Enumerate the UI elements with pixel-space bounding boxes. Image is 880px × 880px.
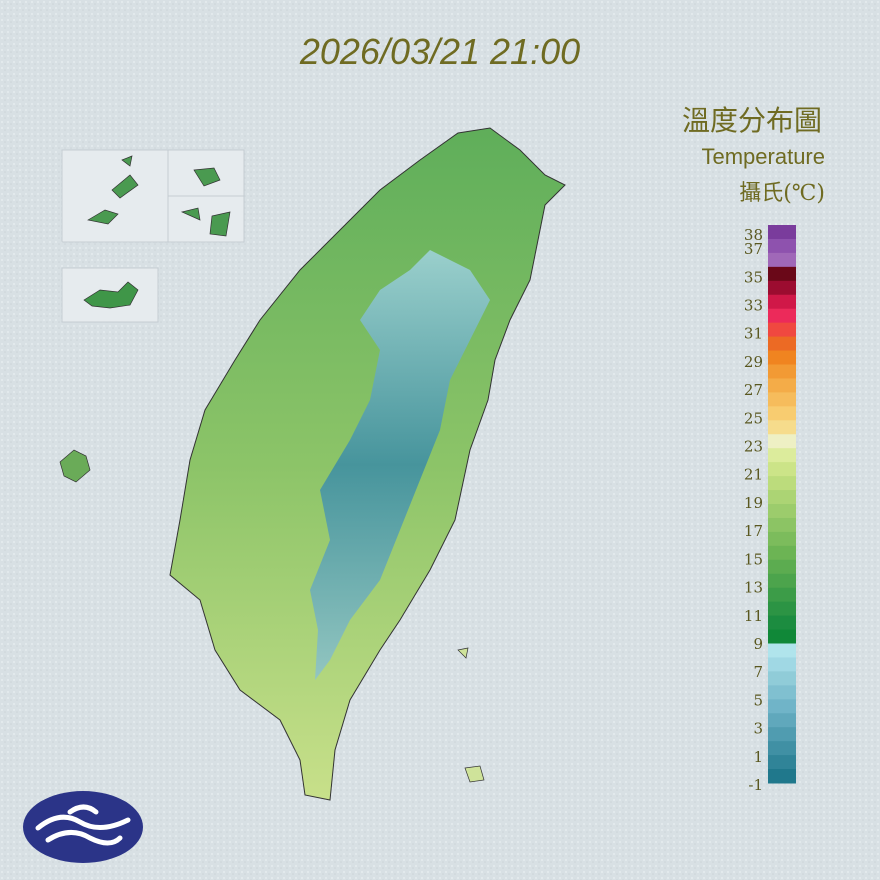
legend-label: 23 [744,438,763,456]
legend-swatch [768,727,796,742]
legend-swatch [768,531,796,547]
inset-island [83,281,139,309]
inset-islands [87,155,231,237]
penghu [59,449,91,483]
legend-label: 9 [753,635,763,653]
legend-swatch [768,252,796,268]
legend-swatch [768,476,796,491]
legend-unit: 攝氏(℃) [739,181,825,206]
legend-label: 15 [744,550,763,568]
legend-swatch [768,490,796,505]
legend-label: 3 [753,720,763,738]
logo [23,791,143,863]
legend-label: 21 [744,466,763,484]
legend-label: 13 [744,579,763,597]
legend-swatch [768,643,796,658]
mountains [310,250,490,680]
legend-swatch [768,448,796,463]
legend-label: 27 [744,381,763,399]
legend-swatch [768,601,796,617]
legend-swatch [768,238,796,254]
islets [457,647,485,783]
timestamp: 2026/03/21 21:00 [299,31,580,72]
legend-swatch [768,350,796,365]
legend-label: 25 [744,409,763,427]
legend-swatch [768,545,796,561]
legend-swatch [768,266,796,282]
legend-swatch [768,769,796,784]
legend-swatch [768,573,796,589]
legend-swatch [768,294,796,310]
legend-label: 35 [744,268,763,286]
legend-label: 17 [744,522,763,540]
legend-swatch [768,378,796,393]
legend-swatch [768,336,796,352]
legend-swatch [768,392,796,407]
legend-swatch [768,364,796,379]
legend-swatch [768,755,796,770]
legend-swatch [768,280,796,296]
legend-swatch [768,434,796,449]
legend-swatch [768,657,796,672]
legend-swatch [768,629,796,644]
legend-label: 29 [744,353,763,371]
legend-label: 31 [744,325,763,343]
legend-swatch [768,699,796,714]
legend-swatch [768,406,796,421]
legend-swatch [768,462,796,477]
legend-swatch [768,225,796,240]
legend-title: 溫度分布圖 [682,104,822,137]
legend-swatch [768,517,796,533]
legend-label: 11 [744,607,763,625]
legend-label: 7 [753,663,763,681]
legend-label: 38 [744,226,763,244]
legend-swatch [768,420,796,435]
legend-label: 5 [753,691,763,709]
legend-label: -1 [748,776,763,794]
legend-swatch [768,322,796,338]
legend-swatch [768,685,796,700]
legend-swatch [768,741,796,756]
legend-label: 37 [744,240,763,258]
legend-label: 19 [744,494,763,512]
legend-swatch [768,671,796,686]
legend-label: 33 [744,297,763,315]
legend-swatch [768,587,796,603]
legend-swatch [768,504,796,519]
legend-swatch [768,615,796,631]
legend-swatch [768,308,796,324]
legend-swatch [768,713,796,728]
legend-swatch [768,559,796,575]
logo-swirl [35,804,131,846]
legend-subtitle: Temperature [701,144,825,169]
legend-label: 1 [753,748,763,766]
